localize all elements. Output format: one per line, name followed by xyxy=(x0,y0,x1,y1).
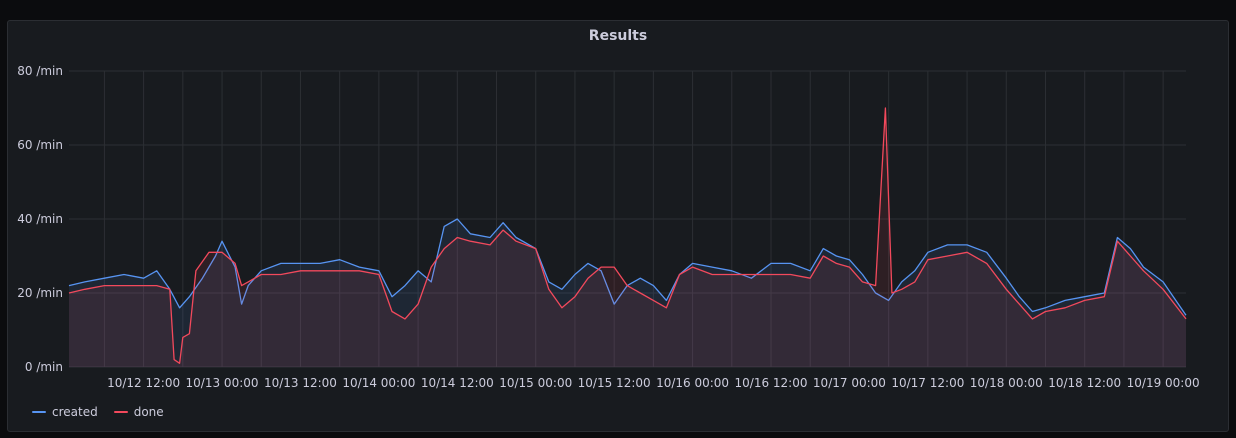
x-tick-label: 10/17 00:00 xyxy=(813,376,886,390)
legend-swatch-done xyxy=(113,411,128,413)
x-tick-label: 10/18 12:00 xyxy=(1048,376,1121,390)
panel-title[interactable]: Results xyxy=(588,28,648,44)
x-tick-label: 10/14 12:00 xyxy=(421,376,494,390)
legend-item-created[interactable]: created xyxy=(32,405,98,419)
x-tick-label: 10/19 00:00 xyxy=(1127,376,1200,390)
x-tick-label: 10/13 00:00 xyxy=(186,376,259,390)
legend: created done xyxy=(32,405,164,419)
legend-item-done[interactable]: done xyxy=(113,405,164,419)
x-tick-label: 10/13 12:00 xyxy=(264,376,337,390)
legend-label-done: done xyxy=(133,405,164,419)
legend-label-created: created xyxy=(52,405,98,419)
y-tick-label: 20 /min xyxy=(17,286,63,300)
x-tick-label: 10/12 12:00 xyxy=(107,376,180,390)
x-tick-label: 10/15 12:00 xyxy=(578,376,651,390)
series-area-created xyxy=(69,219,1186,367)
series-line-created xyxy=(68,218,1187,316)
x-tick-label: 10/18 00:00 xyxy=(970,376,1043,390)
x-tick-label: 10/15 00:00 xyxy=(499,376,572,390)
y-tick-label: 60 /min xyxy=(17,138,63,152)
series-line-done xyxy=(68,107,1187,364)
x-tick-label: 10/17 12:00 xyxy=(891,376,964,390)
y-tick-label: 40 /min xyxy=(17,212,63,226)
series-area-done xyxy=(69,108,1186,367)
y-tick-label: 0 /min xyxy=(25,360,63,374)
legend-swatch-created xyxy=(32,411,46,413)
x-tick-label: 10/16 00:00 xyxy=(656,376,729,390)
results-panel: Results created done xyxy=(7,20,1229,432)
x-tick-label: 10/14 00:00 xyxy=(342,376,415,390)
x-tick-label: 10/16 12:00 xyxy=(735,376,808,390)
y-tick-label: 80 /min xyxy=(17,64,63,78)
